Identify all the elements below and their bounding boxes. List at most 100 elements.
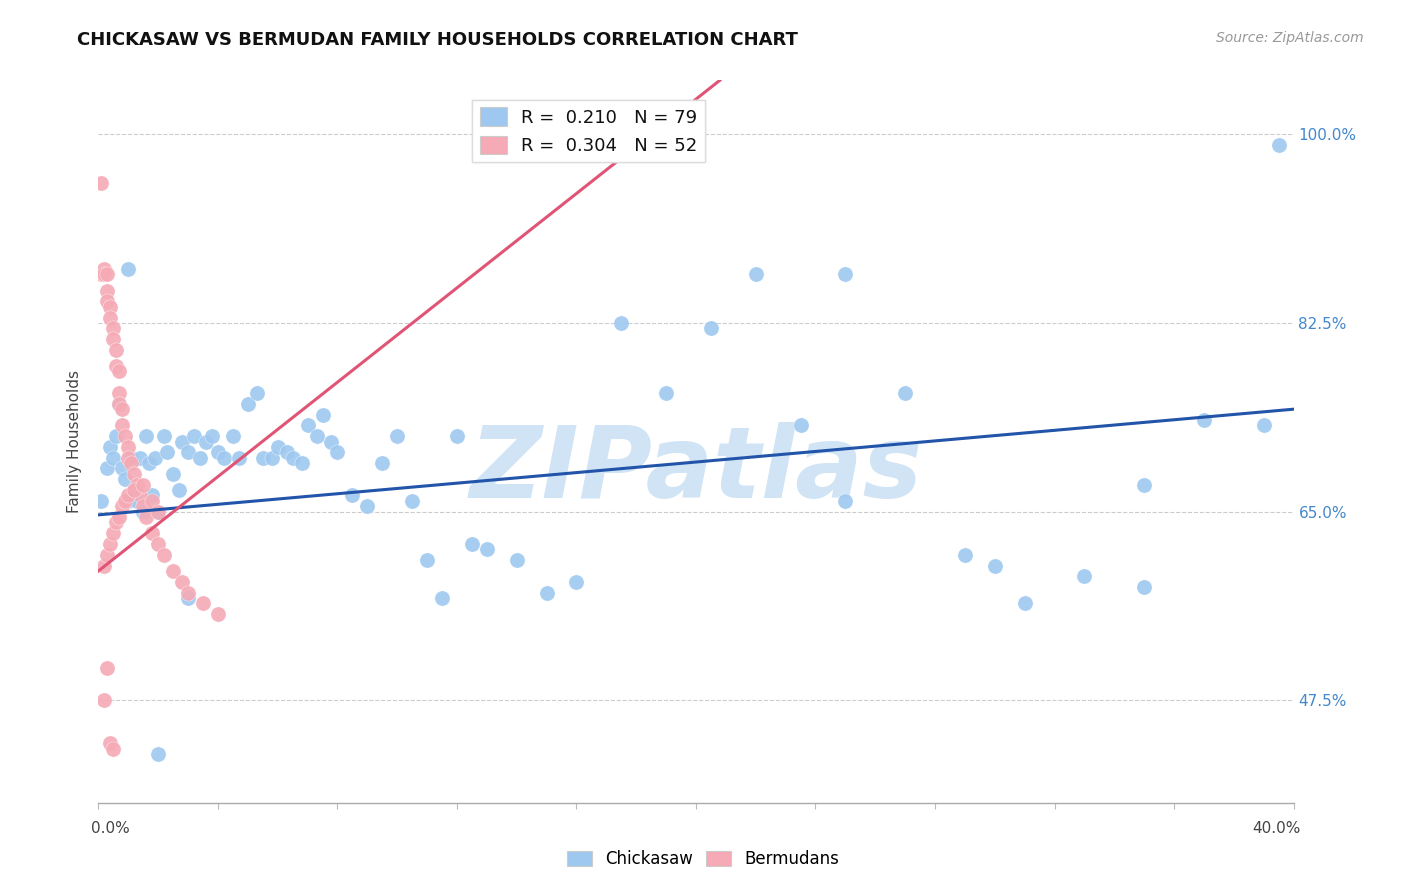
Point	[177, 445, 200, 459]
Point	[124, 483, 146, 497]
Point	[153, 548, 176, 562]
Point	[371, 456, 394, 470]
Point	[172, 574, 194, 589]
Point	[276, 445, 298, 459]
Point	[461, 537, 484, 551]
Point	[90, 268, 112, 282]
Point	[96, 284, 118, 298]
Point	[120, 456, 142, 470]
Point	[834, 268, 856, 282]
Point	[103, 742, 125, 756]
Point	[96, 661, 118, 675]
Point	[98, 440, 122, 454]
Point	[132, 500, 155, 514]
Point	[260, 450, 283, 465]
Point	[156, 445, 179, 459]
Point	[1133, 580, 1156, 594]
Point	[148, 505, 170, 519]
Point	[565, 574, 588, 589]
Point	[129, 450, 152, 465]
Point	[321, 434, 343, 449]
Point	[111, 500, 134, 514]
Point	[96, 268, 118, 282]
Point	[129, 488, 152, 502]
Point	[162, 467, 184, 481]
Point	[655, 386, 678, 401]
Point	[172, 434, 194, 449]
Point	[1133, 477, 1156, 491]
Point	[141, 526, 163, 541]
Point	[1253, 418, 1275, 433]
Point	[108, 364, 131, 378]
Point	[1014, 596, 1036, 610]
Point	[135, 510, 157, 524]
Point	[127, 493, 149, 508]
Legend: Chickasaw, Bermudans: Chickasaw, Bermudans	[560, 844, 846, 875]
Point	[105, 343, 128, 357]
Point	[207, 607, 229, 621]
Point	[132, 477, 155, 491]
Point	[789, 418, 811, 433]
Point	[153, 429, 176, 443]
Text: 0.0%: 0.0%	[91, 822, 131, 837]
Point	[148, 505, 170, 519]
Point	[111, 418, 134, 433]
Text: 40.0%: 40.0%	[1253, 822, 1301, 837]
Point	[90, 493, 112, 508]
Point	[177, 591, 200, 605]
Point	[98, 310, 122, 325]
Point	[326, 445, 349, 459]
Point	[90, 176, 112, 190]
Point	[356, 500, 378, 514]
Point	[108, 386, 131, 401]
Point	[96, 461, 118, 475]
Point	[98, 537, 122, 551]
Point	[124, 467, 146, 481]
Point	[191, 596, 214, 610]
Text: CHICKASAW VS BERMUDAN FAMILY HOUSEHOLDS CORRELATION CHART: CHICKASAW VS BERMUDAN FAMILY HOUSEHOLDS …	[77, 31, 799, 49]
Point	[132, 505, 155, 519]
Point	[894, 386, 917, 401]
Point	[108, 510, 131, 524]
Point	[201, 429, 224, 443]
Point	[162, 564, 184, 578]
Point	[610, 316, 633, 330]
Point	[117, 440, 139, 454]
Point	[96, 294, 118, 309]
Point	[120, 450, 142, 465]
Point	[506, 553, 529, 567]
Point	[222, 429, 245, 443]
Point	[111, 461, 134, 475]
Point	[246, 386, 269, 401]
Point	[111, 402, 134, 417]
Point	[114, 493, 136, 508]
Point	[212, 450, 235, 465]
Point	[207, 445, 229, 459]
Point	[252, 450, 274, 465]
Point	[267, 440, 290, 454]
Point	[103, 526, 125, 541]
Point	[108, 397, 131, 411]
Point	[745, 268, 768, 282]
Point	[236, 397, 259, 411]
Point	[114, 429, 136, 443]
Point	[148, 537, 170, 551]
Point	[124, 483, 146, 497]
Point	[401, 493, 423, 508]
Point	[117, 450, 139, 465]
Point	[228, 450, 250, 465]
Point	[416, 553, 439, 567]
Point	[103, 332, 125, 346]
Point	[953, 548, 976, 562]
Text: Source: ZipAtlas.com: Source: ZipAtlas.com	[1216, 31, 1364, 45]
Point	[105, 429, 128, 443]
Point	[188, 450, 211, 465]
Point	[117, 262, 139, 277]
Point	[93, 558, 115, 573]
Point	[342, 488, 364, 502]
Point	[141, 488, 163, 502]
Point	[984, 558, 1007, 573]
Point	[281, 450, 304, 465]
Point	[536, 585, 558, 599]
Point	[117, 493, 139, 508]
